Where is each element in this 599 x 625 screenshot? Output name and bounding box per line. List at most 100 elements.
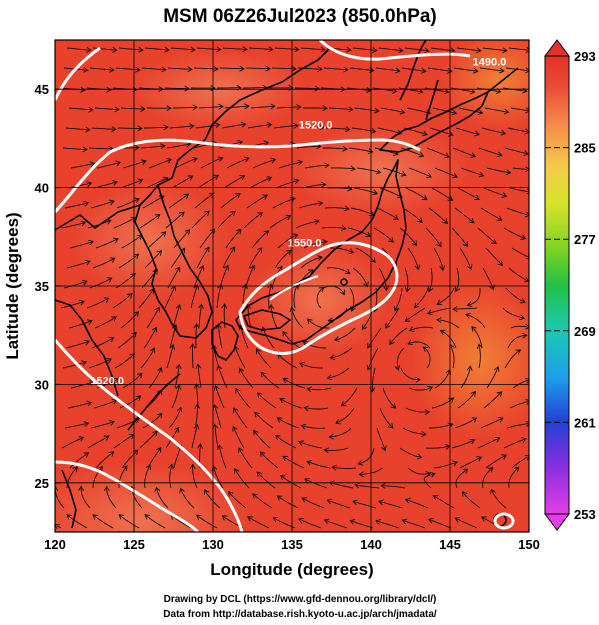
streamline-arrowhead (525, 67, 529, 74)
colorbar-lower-arrow (544, 513, 570, 531)
streamline (349, 67, 374, 72)
streamline-arrowhead (421, 194, 428, 201)
streamline-arrowhead (385, 322, 391, 329)
streamline-arrowhead (502, 47, 508, 54)
streamline-arrowhead (466, 301, 473, 308)
streamline (216, 284, 222, 309)
streamline (279, 398, 303, 409)
streamline (113, 433, 134, 449)
streamline (436, 319, 460, 329)
streamline (277, 417, 300, 429)
streamline-arrowhead (276, 495, 283, 501)
streamline (378, 267, 387, 291)
streamline-arrowhead (194, 403, 201, 409)
streamline-arrowhead (404, 316, 411, 323)
streamline-arrowhead (462, 468, 469, 474)
streamline (87, 435, 110, 449)
streamline-arrowhead (169, 343, 176, 350)
streamline (234, 468, 250, 489)
streamline (280, 475, 302, 489)
streamline (142, 413, 163, 429)
streamline-arrowhead (217, 444, 223, 450)
streamline (191, 424, 198, 449)
streamline-arrowhead (135, 66, 141, 73)
streamline-arrowhead (256, 471, 263, 477)
streamline-arrowhead (78, 485, 84, 492)
streamline (272, 197, 296, 209)
streamline (480, 207, 502, 221)
streamline (379, 407, 394, 429)
streamline-arrowhead (414, 264, 421, 271)
streamline (223, 175, 245, 189)
streamline-arrowhead (140, 105, 146, 112)
streamline-arrowhead (426, 172, 433, 179)
streamline-arrowhead (497, 260, 504, 267)
streamline-arrowhead (79, 299, 85, 306)
streamline-arrowhead (103, 297, 110, 303)
streamline (330, 167, 356, 170)
streamline-arrowhead (262, 194, 269, 200)
streamline (298, 441, 323, 449)
streamline (382, 387, 396, 409)
streamline-arrowhead (365, 231, 372, 238)
streamline (68, 107, 93, 111)
streamline (92, 466, 103, 489)
streamline-arrowhead (209, 228, 216, 234)
streamline (235, 388, 251, 409)
streamline-arrowhead (266, 176, 273, 182)
streamline-arrowhead (163, 124, 169, 131)
streamline (250, 105, 275, 109)
streamline (452, 147, 476, 158)
streamline-arrowhead (82, 279, 88, 286)
x-tick-label: 150 (518, 537, 540, 552)
streamline (90, 200, 115, 209)
streamline (252, 158, 276, 169)
streamline (269, 215, 291, 229)
streamline-arrowhead (339, 289, 345, 296)
streamline (218, 324, 223, 349)
streamline-arrowhead (302, 341, 309, 347)
streamline (480, 417, 504, 429)
streamline-arrowhead (268, 304, 275, 310)
streamline (219, 67, 245, 70)
x-tick-label: 145 (439, 537, 461, 552)
streamline-arrowhead (133, 417, 140, 424)
streamline (371, 367, 376, 392)
streamline-arrowhead (392, 214, 399, 220)
streamline (68, 320, 92, 329)
streamline-arrowhead (175, 384, 182, 391)
streamline (172, 304, 181, 329)
streamline-arrowhead (164, 46, 170, 53)
streamline (247, 123, 272, 129)
streamline-arrowhead (184, 85, 190, 92)
streamline (121, 234, 143, 249)
streamline-arrowhead (361, 324, 368, 331)
streamline (351, 127, 376, 133)
streamline (504, 349, 521, 369)
streamline (213, 404, 222, 429)
streamline-arrowhead (499, 67, 505, 74)
streamline-arrowhead (372, 189, 379, 196)
streamline-arrowhead (320, 46, 326, 53)
streamline (376, 427, 386, 451)
streamline (256, 348, 272, 369)
streamline-arrowhead (89, 161, 96, 168)
streamline (196, 47, 221, 51)
x-axis: 120 125 130 135 140 145 150 (44, 526, 540, 552)
streamline-arrowhead (274, 434, 281, 441)
streamline-arrowhead (390, 403, 397, 409)
streamline (454, 207, 475, 224)
streamline-arrowhead (217, 283, 224, 290)
streamline-arrowhead (442, 218, 449, 224)
streamline-arrowhead (113, 377, 120, 384)
streamline-arrowhead (260, 371, 266, 378)
streamline-arrowhead (328, 433, 335, 440)
streamline-arrowhead (216, 46, 222, 53)
streamline-arrowhead (520, 234, 527, 240)
streamline-arrowhead (109, 257, 116, 263)
streamline-arrowhead (249, 264, 255, 271)
streamline (171, 385, 180, 409)
streamline-arrowhead (166, 158, 173, 164)
streamline-arrowhead (204, 246, 210, 253)
streamline (166, 344, 174, 369)
